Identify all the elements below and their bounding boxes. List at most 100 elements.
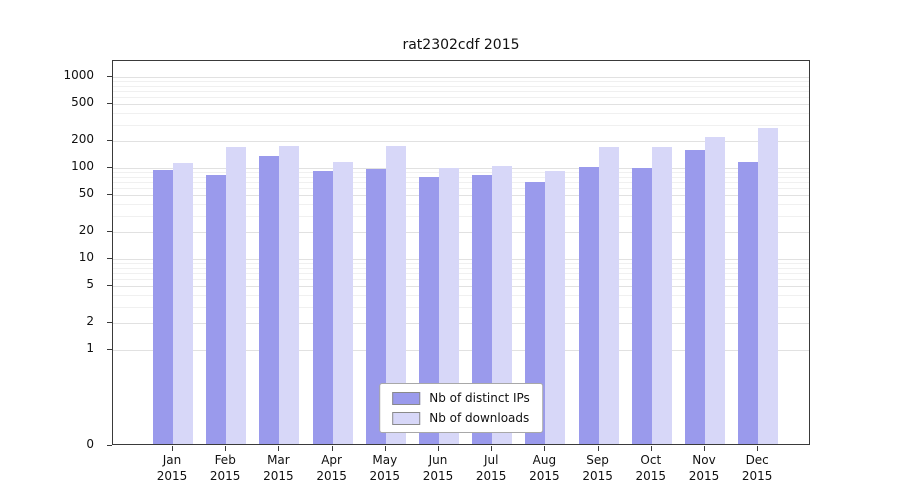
x-tick-label: Jul 2015 bbox=[465, 452, 518, 484]
x-tick-label: Sep 2015 bbox=[571, 452, 624, 484]
gridline-minor bbox=[113, 267, 809, 269]
x-tick-year: 2015 bbox=[369, 469, 401, 484]
x-tick-mark bbox=[597, 446, 599, 451]
gridline-minor bbox=[113, 85, 809, 87]
gridline-minor bbox=[113, 91, 809, 93]
y-tick-label: 10 bbox=[78, 250, 94, 264]
y-tick-mark bbox=[107, 230, 112, 232]
x-tick-month: Feb bbox=[214, 453, 236, 467]
x-tick-mark bbox=[225, 446, 227, 451]
gridline-minor bbox=[113, 215, 809, 217]
legend-label-distinct-ips: Nb of distinct IPs bbox=[429, 391, 530, 405]
x-tick-label: May 2015 bbox=[358, 452, 411, 484]
x-tick-mark bbox=[544, 446, 546, 451]
x-tick-month: Apr bbox=[321, 453, 342, 467]
gridline-minor bbox=[113, 97, 809, 99]
x-tick-year: 2015 bbox=[156, 469, 188, 484]
gridline-major bbox=[113, 140, 809, 142]
gridline-major bbox=[113, 104, 809, 106]
x-tick-mark bbox=[331, 446, 333, 451]
x-tick-mark bbox=[650, 446, 652, 451]
bar-downloads bbox=[598, 147, 619, 444]
y-tick-mark bbox=[107, 258, 112, 259]
y-tick-mark bbox=[107, 445, 112, 446]
bar-downloads bbox=[385, 145, 406, 444]
bar-distinct-ips bbox=[631, 167, 652, 444]
bar-distinct-ips bbox=[259, 156, 280, 444]
y-tick-label: 1000 bbox=[63, 68, 94, 82]
x-tick-month: Mar bbox=[267, 453, 290, 467]
x-tick-mark bbox=[491, 446, 493, 451]
gridline-minor bbox=[113, 81, 809, 83]
gridline-minor bbox=[113, 263, 809, 265]
gridline-minor bbox=[113, 204, 809, 206]
x-tick-label: Mar 2015 bbox=[252, 452, 305, 484]
y-tick-mark bbox=[107, 103, 112, 105]
bar-downloads bbox=[758, 128, 779, 444]
x-tick-month: May bbox=[372, 453, 398, 467]
x-tick-mark bbox=[278, 446, 280, 451]
bar-distinct-ips bbox=[472, 174, 493, 444]
y-tick-label: 20 bbox=[78, 222, 94, 237]
x-tick-year: 2015 bbox=[422, 469, 454, 484]
x-tick-mark bbox=[757, 446, 759, 451]
legend-item-downloads: Nb of downloads bbox=[392, 411, 530, 425]
chart-title: rat2302cdf 2015 bbox=[402, 37, 520, 53]
legend-swatch-distinct-ips bbox=[392, 391, 421, 405]
x-tick-mark bbox=[384, 446, 386, 451]
x-tick-year: 2015 bbox=[529, 469, 560, 484]
y-tick-label: 50 bbox=[78, 186, 94, 201]
y-tick-label: 2 bbox=[86, 313, 94, 328]
x-tick-year: 2015 bbox=[582, 469, 613, 484]
gridline-minor bbox=[113, 188, 809, 190]
y-tick-mark bbox=[107, 167, 112, 168]
bar-distinct-ips bbox=[685, 150, 705, 444]
x-tick-mark bbox=[704, 446, 705, 451]
gridline-major bbox=[113, 350, 809, 351]
x-tick-label: Jan 2015 bbox=[145, 452, 198, 484]
y-axis: 0 1 2 5 10 20 50 100 200 500 1000 bbox=[0, 60, 104, 451]
legend-item-distinct-ips: Nb of distinct IPs bbox=[392, 391, 530, 405]
bar-distinct-ips bbox=[419, 177, 439, 444]
gridline-minor bbox=[113, 172, 809, 174]
x-tick-label: Aug 2015 bbox=[518, 452, 571, 484]
legend-swatch-downloads bbox=[392, 411, 421, 425]
gridline-minor bbox=[113, 306, 809, 308]
x-tick-year: 2015 bbox=[635, 469, 667, 484]
x-tick-month: Sep bbox=[586, 453, 609, 467]
gridline-major bbox=[113, 322, 809, 324]
x-tick-month: Nov bbox=[692, 453, 716, 467]
x-tick-mark bbox=[438, 446, 439, 451]
x-tick-label: Feb 2015 bbox=[199, 452, 252, 484]
x-axis: Jan 2015 Feb 2015 Mar 2015 Apr 2015 May 2015 Jun 20… bbox=[112, 452, 810, 494]
bar-downloads bbox=[705, 136, 725, 444]
x-tick-year: 2015 bbox=[263, 469, 294, 484]
bar-distinct-ips bbox=[153, 170, 173, 444]
gridline-major bbox=[113, 77, 809, 78]
y-tick-label: 5 bbox=[86, 277, 94, 292]
gridline-minor bbox=[113, 279, 809, 281]
y-tick-mark bbox=[107, 321, 112, 323]
bar-downloads bbox=[279, 145, 300, 444]
x-tick-mark bbox=[172, 446, 173, 451]
bar-downloads bbox=[651, 146, 672, 444]
y-tick-label: 0 bbox=[86, 437, 94, 451]
gridline-minor bbox=[113, 176, 809, 178]
y-tick-mark bbox=[107, 194, 112, 196]
gridline-minor bbox=[113, 182, 809, 184]
legend: Nb of distinct IPs Nb of downloads bbox=[379, 383, 543, 433]
x-tick-month: Oct bbox=[640, 453, 662, 467]
bar-distinct-ips bbox=[365, 168, 386, 444]
gridline-minor bbox=[113, 273, 809, 275]
bar-downloads bbox=[226, 147, 247, 444]
bar-downloads bbox=[492, 166, 513, 444]
x-tick-month: Jun bbox=[428, 453, 448, 467]
x-tick-label: Oct 2015 bbox=[624, 452, 677, 484]
gridline-major bbox=[113, 259, 809, 260]
x-tick-label: Nov 2015 bbox=[677, 452, 730, 484]
x-tick-month: Jul bbox=[483, 453, 499, 467]
x-tick-label: Jun 2015 bbox=[411, 452, 464, 484]
bar-distinct-ips bbox=[525, 181, 546, 444]
gridline-minor bbox=[113, 295, 809, 297]
